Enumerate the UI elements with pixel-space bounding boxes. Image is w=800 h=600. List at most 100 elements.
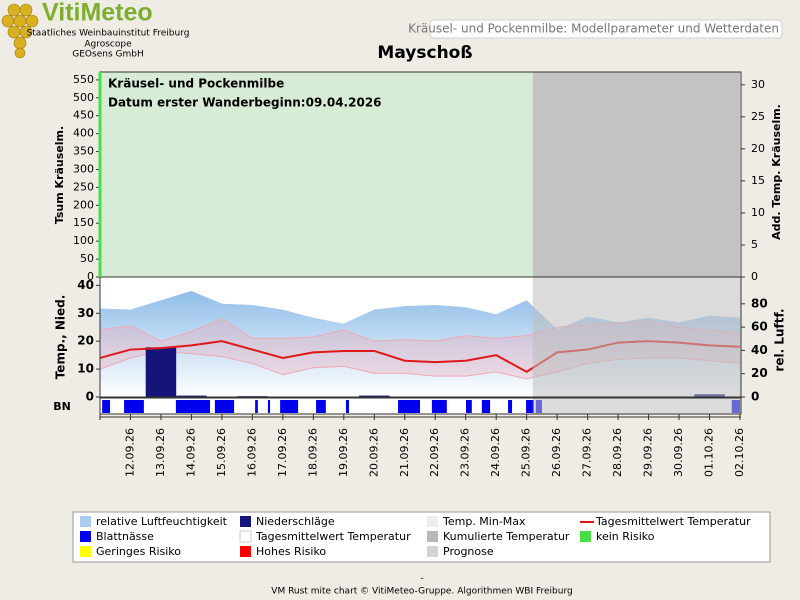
y-tick-label: 500: [73, 91, 94, 104]
y2-label: rel. Luftf.: [773, 308, 787, 371]
legend-label: Temp. Min-Max: [442, 515, 526, 528]
x-tick-label: 01.10.26: [703, 428, 716, 477]
region: [100, 72, 533, 277]
leaf-wetness: [124, 400, 144, 413]
x-tick-label: 17.09.26: [276, 428, 289, 477]
leaf-wetness: [102, 400, 111, 413]
legend-swatch: [427, 531, 438, 542]
chart-title: Mayschoß: [377, 43, 472, 63]
x-tick-label: 24.09.26: [489, 428, 502, 477]
y2-tick-label: 10: [751, 206, 765, 219]
legend-label: Tagesmittelwert Temperatur: [255, 530, 411, 543]
leaf-wetness: [431, 400, 447, 413]
org-line: Agroscope: [84, 40, 132, 50]
x-tick-label: 20.09.26: [367, 428, 380, 477]
y-tick-label: 50: [80, 252, 94, 265]
y-tick-label: 250: [73, 180, 94, 193]
legend-label: Niederschläge: [256, 515, 335, 528]
page-title: Kräusel- und Pockenmilbe: Modellparamete…: [408, 22, 779, 36]
x-tick-label: 14.09.26: [184, 428, 197, 477]
y-tick-label: 100: [73, 234, 94, 247]
leaf-wetness: [280, 400, 299, 413]
y2-tick-label: 80: [751, 296, 768, 310]
x-tick-label: 13.09.26: [154, 428, 167, 477]
y-tick-label: 150: [73, 216, 94, 229]
y-tick-label: 30: [77, 306, 94, 320]
bottom-frame: [99, 276, 742, 398]
leaf-wetness: [526, 400, 534, 413]
legend: [72, 511, 771, 563]
page-title-box: [429, 19, 783, 39]
x-tick-label: 21.09.26: [398, 428, 411, 477]
legend-swatch: [80, 546, 91, 557]
y-tick-label: 200: [73, 198, 94, 211]
x-tick-label: 30.09.26: [672, 428, 685, 477]
x-tick-label: 16.09.26: [245, 428, 258, 477]
x-tick-label: 26.09.26: [550, 428, 563, 477]
legend-swatch: [427, 546, 438, 557]
x-tick-label: 02.10.26: [733, 428, 746, 477]
legend-label: Blattnässe: [96, 530, 154, 543]
x-tick-label: 23.09.26: [459, 428, 472, 477]
prognose: [532, 277, 741, 397]
y2-tick-label: 30: [751, 78, 765, 91]
x-tick-label: 18.09.26: [306, 428, 319, 477]
leaf-wetness: [267, 400, 271, 413]
y2-tick-label: 0: [751, 390, 759, 404]
y-tick-label: 10: [77, 362, 94, 376]
y-tick-label: 400: [73, 127, 94, 140]
logo-icon: [1, 3, 39, 59]
legend-swatch: [427, 516, 438, 527]
precip-bar: [359, 395, 390, 397]
y-tick-label: 20: [77, 334, 94, 348]
y-tick-label: 0: [87, 270, 94, 283]
x-tick-label: 27.09.26: [581, 428, 594, 477]
x-tick-label: 25.09.26: [520, 428, 533, 477]
legend-swatch: [80, 516, 91, 527]
org-line: Staatliches Weinbauinstitut Freiburg: [27, 29, 190, 39]
y2-tick-label: 20: [751, 366, 768, 380]
x-tick-label: 28.09.26: [611, 428, 624, 477]
logo-text: VitiMeteo: [42, 0, 153, 27]
y2-tick-label: 15: [751, 174, 765, 187]
y-tick-label: 550: [73, 73, 94, 86]
leaf-wetness: [398, 400, 420, 413]
y-tick-label: 350: [73, 145, 94, 158]
y2-tick-label: 60: [751, 320, 768, 334]
y2-tick-label: 25: [751, 110, 765, 123]
y2-tick-label: 40: [751, 343, 768, 357]
leaf-wetness: [316, 400, 326, 413]
x-tick-label: 19.09.26: [337, 428, 350, 477]
x-tick-label: 22.09.26: [428, 428, 441, 477]
org-line: GEOsens GmbH: [72, 50, 143, 60]
annotation: Kräusel- und Pockenmilbe: [108, 77, 284, 91]
legend-label: Hohes Risiko: [256, 545, 326, 558]
y2-tick-label: 20: [751, 142, 765, 155]
y2-tick-label: 0: [751, 270, 758, 283]
legend-label: relative Luftfeuchtigkeit: [96, 515, 228, 528]
legend-swatch: [240, 516, 251, 527]
y2-tick-label: 5: [751, 238, 758, 251]
footer-dash: -: [420, 574, 423, 584]
x-tick-label: 29.09.26: [642, 428, 655, 477]
annotation: Datum erster Wanderbeginn:09.04.2026: [108, 96, 382, 110]
y-label: Tsum Kräuselm.: [53, 126, 66, 224]
leaf-wetness: [214, 400, 235, 413]
precip-bar: [145, 347, 177, 397]
bn-frame: [99, 397, 742, 415]
leaf-wetness: [466, 400, 472, 413]
leaf-wetness: [255, 400, 258, 413]
legend-swatch: [240, 546, 251, 557]
prognose-bn: [532, 398, 741, 414]
precip-bar: [176, 395, 207, 397]
region: [532, 72, 740, 277]
y-tick-label: 300: [73, 162, 94, 175]
leaf-wetness: [345, 400, 349, 413]
y-tick-label: 40: [77, 278, 94, 292]
y2-label: Add. Temp. Kräuselm.: [770, 104, 783, 240]
legend-swatch: [580, 531, 591, 542]
y-tick-label: 450: [73, 109, 94, 122]
legend-label: Kumulierte Temperatur: [443, 530, 570, 543]
